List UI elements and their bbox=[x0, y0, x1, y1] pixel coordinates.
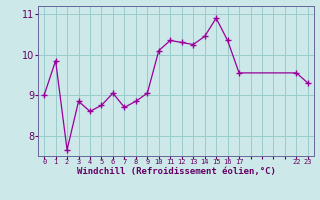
X-axis label: Windchill (Refroidissement éolien,°C): Windchill (Refroidissement éolien,°C) bbox=[76, 167, 276, 176]
